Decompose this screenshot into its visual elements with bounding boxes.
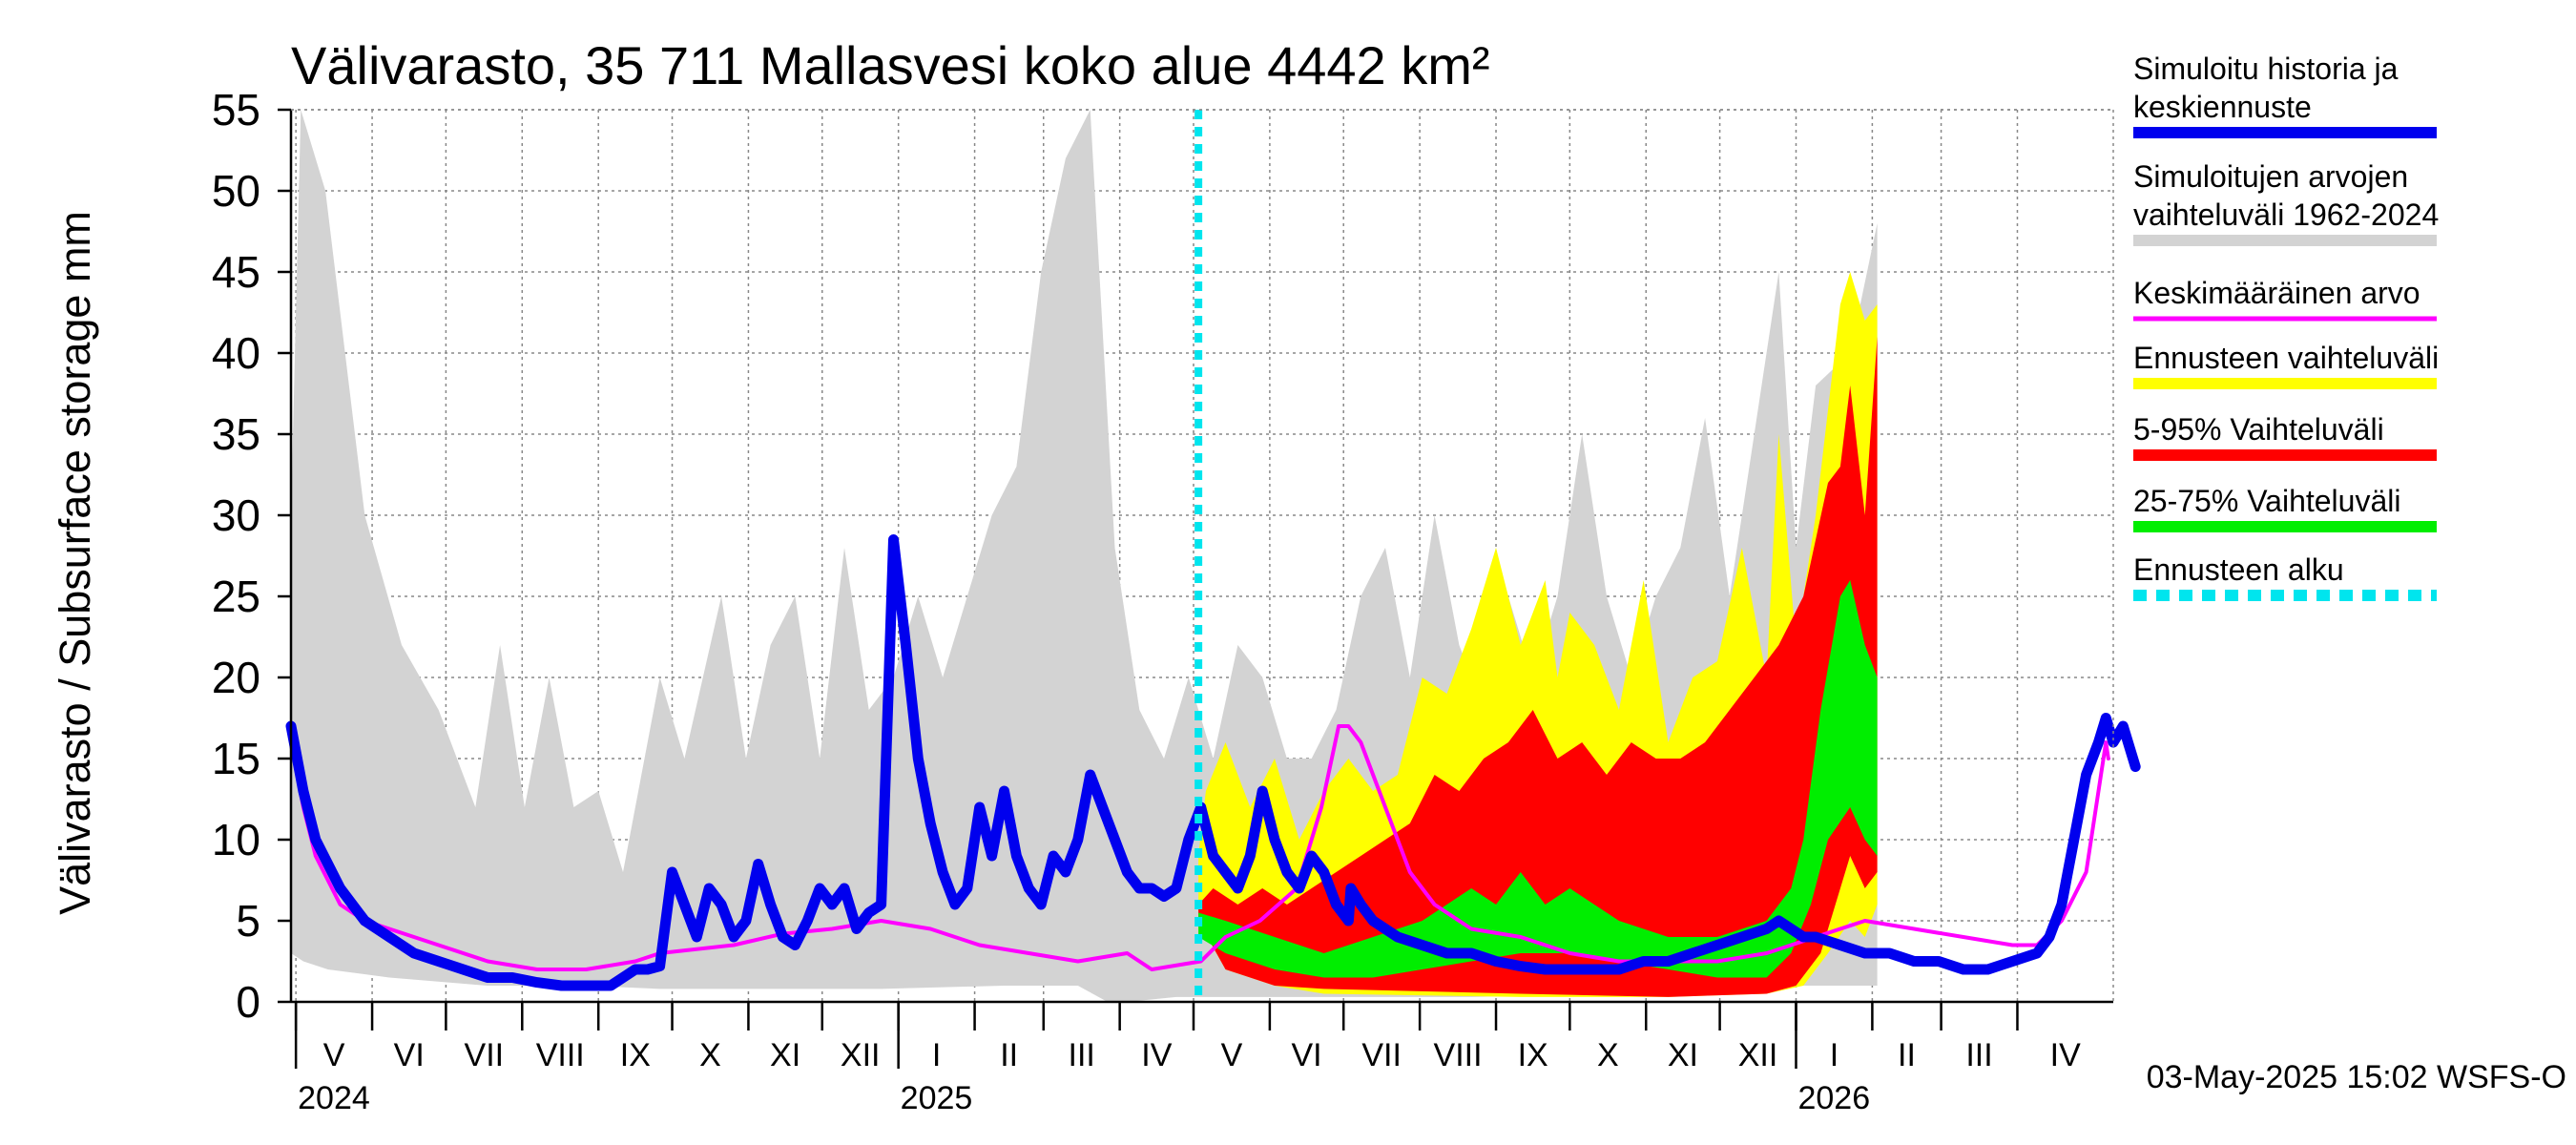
year-label: 2026	[1797, 1080, 1870, 1116]
year-label: 2025	[901, 1080, 973, 1116]
month-label: XI	[1668, 1037, 1698, 1073]
legend: Simuloitu historia ja keskiennuste Simuloi…	[2133, 52, 2439, 601]
y-tick-label: 35	[212, 409, 260, 459]
month-label: XII	[1738, 1037, 1778, 1073]
y-tick-label: 15	[212, 734, 260, 783]
plot-frame	[289, 109, 2114, 1004]
legend-label: Keskimääräinen arvo	[2133, 276, 2420, 310]
y-tick-label: 55	[212, 85, 260, 135]
month-label: IV	[2050, 1037, 2081, 1073]
month-label: I	[1830, 1037, 1839, 1073]
month-label: X	[699, 1037, 721, 1073]
month-label: V	[1221, 1037, 1243, 1073]
y-tick-label: 20	[212, 653, 260, 702]
legend-label: keskiennuste	[2133, 90, 2312, 124]
month-label: I	[932, 1037, 941, 1073]
y-axis-label: Välivarasto / Subsurface storage mm	[51, 211, 99, 915]
y-tick-label: 25	[212, 572, 260, 621]
month-label: VI	[394, 1037, 425, 1073]
month-label: VIII	[536, 1037, 585, 1073]
legend-label: Ennusteen alku	[2133, 552, 2344, 587]
y-tick-label: 45	[212, 247, 260, 297]
month-label: III	[1069, 1037, 1095, 1073]
month-label: IX	[1518, 1037, 1548, 1073]
legend-label: 5-95% Vaihteluväli	[2133, 412, 2384, 447]
month-label: II	[1898, 1037, 1916, 1073]
legend-label: Simuloitujen arvojen	[2133, 159, 2408, 194]
x-axis: V VI VII VIII IX X XI XII I II III IV V VI VII VIII IX X X…	[294, 1002, 2081, 1116]
month-label: IX	[620, 1037, 651, 1073]
simulated-series-line	[285, 534, 2141, 991]
month-label: III	[1965, 1037, 1992, 1073]
p5-95-area	[1198, 337, 1878, 997]
y-tick-label: 40	[212, 328, 260, 378]
legend-label: vaihteluväli 1962-2024	[2133, 198, 2439, 232]
y-tick-label: 10	[212, 815, 260, 864]
footer-timestamp: 03-May-2025 15:02 WSFS-O	[2147, 1059, 2566, 1095]
chart-title: Välivarasto, 35 711 Mallasvesi koko alue…	[291, 35, 1490, 95]
p5-95-band	[1198, 337, 1878, 997]
y-tick-label: 5	[236, 896, 260, 946]
simulated-history-line	[285, 534, 2141, 991]
legend-label: 25-75% Vaihteluväli	[2133, 484, 2400, 518]
month-label: X	[1597, 1037, 1619, 1073]
legend-label: Simuloitu historia ja	[2133, 52, 2399, 86]
legend-label: Ennusteen vaihteluväli	[2133, 341, 2439, 375]
month-label: XII	[841, 1037, 881, 1073]
p25-75-area	[1198, 580, 1878, 978]
month-label: VII	[1361, 1037, 1402, 1073]
month-label: IV	[1141, 1037, 1172, 1073]
month-label: VI	[1291, 1037, 1321, 1073]
y-tick-label: 50	[212, 166, 260, 216]
month-label: XI	[770, 1037, 800, 1073]
y-tick-label: 0	[236, 977, 260, 1027]
year-label: 2024	[298, 1080, 370, 1116]
month-label: V	[323, 1037, 345, 1073]
y-axis-ticks: 0 5 10 15 20 25 30 35 40 45 50 55	[212, 85, 291, 1027]
y-tick-label: 30	[212, 490, 260, 540]
month-label: VIII	[1434, 1037, 1483, 1073]
month-label: II	[1000, 1037, 1018, 1073]
month-label: VII	[465, 1037, 505, 1073]
p25-75-band	[1198, 580, 1878, 978]
